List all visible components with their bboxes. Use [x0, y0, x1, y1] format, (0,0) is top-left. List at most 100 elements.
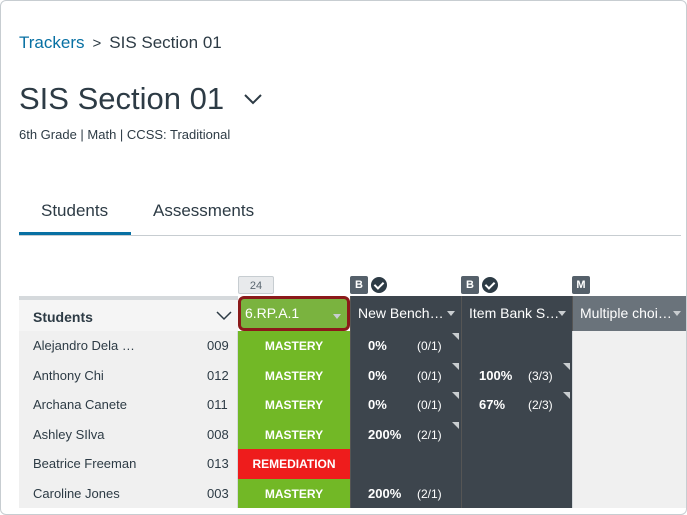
chevron-down-icon[interactable]	[216, 310, 232, 322]
score-percent: 0%	[368, 367, 387, 383]
students-header-label: Students	[33, 309, 93, 325]
breadcrumb: Trackers > SIS Section 01	[19, 33, 222, 53]
table-row: Anthony Chi 012 MASTERY 0% (0/1) 100% (3/3)	[19, 360, 686, 390]
tab-assessments[interactable]: Assessments	[153, 201, 255, 220]
empty-cell[interactable]	[572, 419, 686, 449]
column-header-item-bank[interactable]: Item Bank S…	[461, 296, 572, 331]
score-cell[interactable]: 67% (2/3)	[461, 390, 572, 420]
dropdown-caret-icon[interactable]	[447, 311, 455, 316]
standard-cell[interactable]: REMEDIATION	[238, 449, 350, 479]
benchmark-badge: B	[461, 276, 479, 294]
score-percent: 200%	[368, 426, 402, 442]
score-percent: 67%	[479, 397, 506, 412]
empty-cell[interactable]	[572, 390, 686, 420]
score-fraction: (2/3)	[528, 398, 553, 412]
score-fraction: (0/1)	[417, 339, 442, 353]
empty-cell[interactable]	[572, 331, 686, 361]
title-row: SIS Section 01	[19, 81, 264, 117]
tab-bar: Students Assessments	[19, 197, 681, 236]
score-percent: 0%	[368, 397, 387, 412]
question-count-badge: 24	[238, 276, 274, 294]
check-circle-icon	[482, 277, 498, 293]
score-cell[interactable]	[461, 478, 572, 508]
score-cell[interactable]	[461, 449, 572, 479]
grid-rows: Alejandro Dela … 009 MASTERY 0% (0/1) Anth…	[19, 331, 686, 508]
tab-students[interactable]: Students	[41, 201, 109, 220]
page-title: SIS Section 01	[19, 81, 225, 116]
table-row: Alejandro Dela … 009 MASTERY 0% (0/1)	[19, 331, 686, 361]
standard-cell[interactable]: MASTERY	[238, 478, 350, 508]
score-cell[interactable]: 0% (0/1)	[350, 331, 461, 361]
empty-cell[interactable]	[572, 449, 686, 479]
column-badge-4: M	[572, 276, 590, 298]
table-row: Ashley SIlva 008 MASTERY 200% (2/1)	[19, 419, 686, 449]
score-fraction: (3/3)	[528, 368, 553, 383]
column-header-new-benchmark[interactable]: New Bench…	[350, 296, 461, 331]
student-id: 003	[207, 485, 229, 501]
table-row: Caroline Jones 003 MASTERY 200% (2/1)	[19, 478, 686, 508]
column-header-label: Item Bank S…	[469, 305, 560, 321]
dropdown-caret-icon[interactable]	[333, 314, 341, 319]
breadcrumb-trackers-link[interactable]: Trackers	[19, 33, 85, 52]
table-row: Archana Canete 011 MASTERY 0% (0/1) 67% (2/…	[19, 390, 686, 420]
dropdown-caret-icon[interactable]	[673, 311, 681, 316]
dropdown-caret-icon[interactable]	[558, 311, 566, 316]
student-name-cell[interactable]: Beatrice Freeman 013	[19, 449, 238, 479]
corner-marker-icon	[452, 392, 459, 399]
benchmark-badge: B	[350, 276, 368, 294]
students-column-header[interactable]: Students	[19, 296, 238, 331]
score-percent: 200%	[368, 485, 402, 501]
score-cell[interactable]: 100% (3/3)	[461, 360, 572, 390]
student-name-cell[interactable]: Anthony Chi 012	[19, 360, 238, 390]
student-id: 012	[207, 367, 229, 383]
column-header-label: New Bench…	[358, 305, 444, 321]
standard-cell[interactable]: MASTERY	[238, 390, 350, 420]
active-tab-indicator	[19, 232, 131, 235]
score-cell[interactable]: 200% (2/1)	[350, 419, 461, 449]
grid-header-row: Students 6.RP.A.1 New Bench… Item Bank S…	[19, 296, 686, 331]
empty-cell[interactable]	[572, 478, 686, 508]
breadcrumb-separator-icon: >	[92, 34, 102, 52]
standard-cell[interactable]: MASTERY	[238, 331, 350, 361]
column-header-standard[interactable]: 6.RP.A.1	[238, 296, 350, 331]
standard-cell[interactable]: MASTERY	[238, 419, 350, 449]
student-name: Caroline Jones	[33, 485, 120, 501]
corner-marker-icon	[452, 421, 459, 429]
standard-cell[interactable]: MASTERY	[238, 360, 350, 390]
corner-marker-icon	[452, 362, 459, 370]
student-name: Beatrice Freeman	[33, 456, 137, 471]
score-cell[interactable]: 0% (0/1)	[350, 390, 461, 420]
student-name-cell[interactable]: Alejandro Dela … 009	[19, 331, 238, 361]
student-name-cell[interactable]: Ashley SIlva 008	[19, 419, 238, 449]
empty-cell[interactable]	[572, 360, 686, 390]
score-fraction: (0/1)	[417, 398, 442, 412]
student-name: Ashley SIlva	[33, 426, 105, 442]
breadcrumb-current: SIS Section 01	[109, 33, 222, 52]
manual-badge: M	[572, 276, 590, 294]
student-id: 013	[207, 456, 229, 471]
student-name-cell[interactable]: Archana Canete 011	[19, 390, 238, 420]
chevron-down-icon[interactable]	[242, 88, 264, 110]
student-id: 011	[207, 397, 228, 412]
column-header-label: 6.RP.A.1	[245, 305, 300, 321]
score-cell[interactable]	[350, 449, 461, 479]
score-fraction: (2/1)	[417, 427, 442, 442]
corner-marker-icon	[563, 362, 570, 370]
score-cell[interactable]: 0% (0/1)	[350, 360, 461, 390]
student-id: 008	[207, 426, 229, 442]
student-name: Anthony Chi	[33, 367, 104, 383]
student-name: Archana Canete	[33, 397, 127, 412]
score-cell[interactable]: 200% (2/1)	[350, 478, 461, 508]
score-percent: 100%	[479, 367, 513, 383]
column-badge-3: B	[461, 276, 498, 298]
column-header-multiple-choice[interactable]: Multiple choi…	[572, 296, 686, 331]
score-cell[interactable]	[461, 419, 572, 449]
page-subtitle: 6th Grade | Math | CCSS: Traditional	[19, 127, 231, 142]
student-name-cell[interactable]: Caroline Jones 003	[19, 478, 238, 508]
student-id: 009	[207, 338, 229, 353]
score-fraction: (2/1)	[417, 486, 442, 501]
column-badge-2: B	[350, 276, 387, 298]
score-cell[interactable]	[461, 331, 572, 361]
tracker-grid: 24 B B M Students 6.RP.A.1 New Bench…	[19, 271, 686, 514]
